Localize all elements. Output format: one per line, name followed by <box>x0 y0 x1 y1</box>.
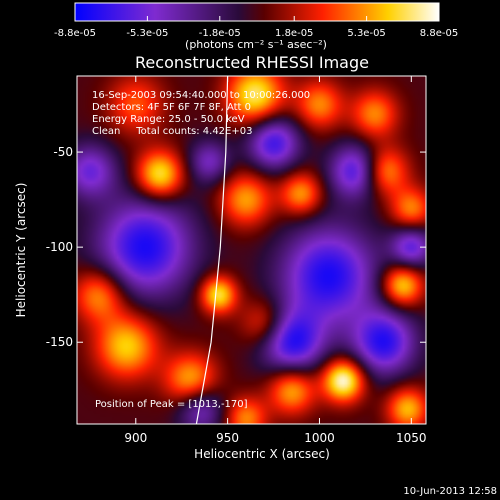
annotation-time-range: 16-Sep-2003 09:54:40.000 to 10:00:26.000 <box>92 90 310 101</box>
colorbar-tick-label: -1.8e-05 <box>199 28 241 39</box>
plot-frame <box>76 75 427 425</box>
colorbar-label: (photons cm⁻² s⁻¹ asec⁻²) <box>185 38 327 51</box>
y-axis: -50 -100 -150 <box>46 145 426 349</box>
annotation-energy-range: Energy Range: 25.0 - 50.0 keV <box>92 114 245 125</box>
annotation-peak-position: Position of Peak = [1013,-170] <box>95 399 248 410</box>
annotation-detectors: Detectors: 4F 5F 6F 7F 8F, Att 0 <box>92 102 251 113</box>
x-axis-label: Heliocentric X (arcsec) <box>194 447 330 461</box>
x-tick-label: 1050 <box>396 431 427 445</box>
colorbar <box>74 2 440 22</box>
solar-limb-curve <box>195 76 229 424</box>
colorbar-tick-label: 1.8e-05 <box>275 28 313 39</box>
x-tick-label: 1000 <box>304 431 335 445</box>
x-tick-label: 900 <box>124 431 147 445</box>
colorbar-tick-label: -8.8e-05 <box>54 28 96 39</box>
colorbar-tick-label: 5.3e-05 <box>347 28 385 39</box>
colorbar-ticks: -8.8e-05 -5.3e-05 -1.8e-05 1.8e-05 5.3e-05 8.… <box>54 16 458 39</box>
y-tick-label: -150 <box>46 335 73 349</box>
x-tick-label: 950 <box>216 431 239 445</box>
colorbar-tick-label: 8.8e-05 <box>420 28 458 39</box>
chart-title: Reconstructed RHESSI Image <box>135 53 369 72</box>
annotation-clean-counts: Clean Total counts: 4.42E+03 <box>92 126 252 137</box>
colorbar-tick-label: -5.3e-05 <box>126 28 168 39</box>
y-tick-label: -50 <box>53 145 73 159</box>
y-axis-label: Heliocentric Y (arcsec) <box>14 183 28 318</box>
footer-timestamp: 10-Jun-2013 12:58 <box>403 486 497 497</box>
y-tick-label: -100 <box>46 240 73 254</box>
heatmap-image <box>77 76 426 424</box>
x-axis: 900 950 1000 1050 <box>124 76 427 445</box>
